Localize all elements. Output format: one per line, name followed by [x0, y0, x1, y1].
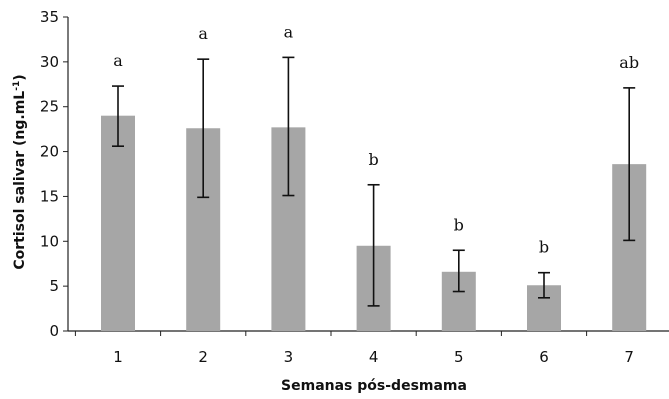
y-tick-label: 5	[49, 277, 59, 295]
x-tick-label: 4	[369, 348, 379, 366]
y-tick-label: 25	[40, 98, 59, 116]
significance-letter: b	[368, 150, 378, 169]
significance-letter: a	[198, 24, 208, 43]
y-axis-title-superscript: -1	[12, 81, 22, 91]
y-tick-label: 20	[40, 143, 59, 161]
y-tick-label: 15	[40, 187, 59, 205]
y-tick-label: 35	[40, 8, 59, 26]
x-tick-label: 5	[454, 348, 464, 366]
x-tick-label: 7	[624, 348, 634, 366]
x-tick-label: 6	[539, 348, 549, 366]
significance-letter: ab	[619, 53, 639, 72]
y-tick-label: 0	[49, 322, 59, 340]
x-tick-label: 2	[198, 348, 208, 366]
x-tick-label: 1	[113, 348, 123, 366]
y-tick-labels: 0 5 10 15 20 25 30 35	[40, 8, 59, 340]
bar	[101, 115, 135, 331]
y-axis-title: Cortisol salivar (ng.mL-1)	[12, 74, 28, 269]
x-axis-title: Semanas pós-desmama	[281, 378, 467, 394]
bars	[101, 115, 647, 331]
significance-letter: b	[539, 238, 549, 257]
y-axis-title-end: )	[12, 74, 28, 80]
y-tick-label: 10	[40, 232, 59, 250]
significance-letter: a	[113, 51, 123, 70]
significance-letter: a	[284, 22, 294, 41]
y-tick-label: 30	[40, 53, 59, 71]
significance-letter: b	[454, 215, 464, 234]
x-tick-labels: 1 2 3 4 5 6 7	[113, 348, 634, 366]
error-bars	[112, 56, 636, 307]
x-tick-label: 3	[284, 348, 294, 366]
